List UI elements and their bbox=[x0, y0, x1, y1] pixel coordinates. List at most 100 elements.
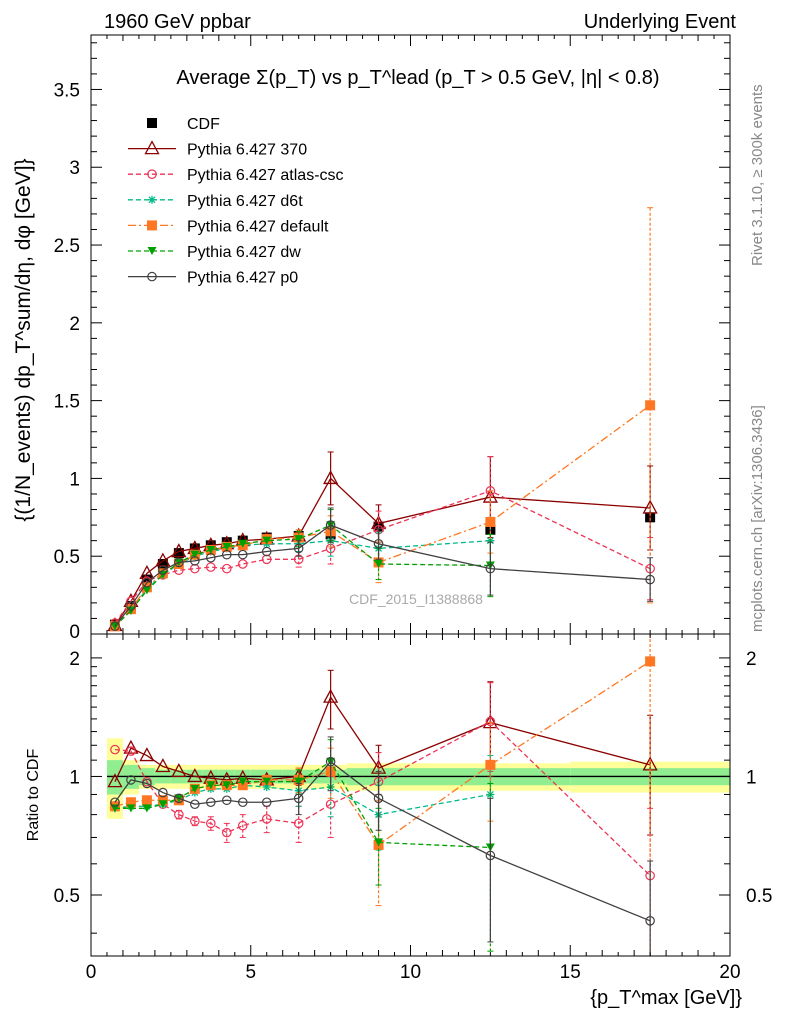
uncertainty-band-inner bbox=[106, 760, 123, 795]
ratio-y-tick-label: 0.5 bbox=[54, 886, 80, 907]
legend-label: Pythia 6.427 d6t bbox=[187, 193, 303, 210]
data-point bbox=[142, 577, 152, 588]
data-point bbox=[645, 400, 656, 411]
legend-marker bbox=[147, 169, 157, 179]
mcplots-label: mcplots.cern.ch [arXiv:1306.3436] bbox=[749, 405, 766, 632]
ratio-y-tick-label: 2 bbox=[69, 649, 80, 670]
header-right: Underlying Event bbox=[584, 11, 737, 33]
data-point bbox=[171, 763, 187, 778]
x-tick-label: 15 bbox=[560, 962, 581, 983]
data-point bbox=[187, 768, 203, 783]
data-point bbox=[171, 543, 187, 558]
legend-label: Pythia 6.427 dw bbox=[187, 244, 301, 261]
data-point bbox=[293, 543, 304, 554]
ratio-panel: 0 5 10 15 20 0.5 0.5 1 1 2 2 Ratio to CDF {p_T^max [… bbox=[25, 633, 772, 1009]
legend-marker bbox=[147, 118, 157, 128]
data-point bbox=[158, 787, 168, 798]
y-tick-label: 3.5 bbox=[54, 80, 80, 101]
data-point bbox=[485, 563, 496, 574]
data-point bbox=[261, 546, 272, 557]
series-line bbox=[114, 720, 651, 877]
data-point bbox=[261, 554, 272, 565]
legend-marker bbox=[147, 271, 157, 282]
data-point bbox=[206, 562, 216, 572]
ratio-y-axis-label: Ratio to CDF bbox=[25, 749, 42, 842]
chart-title: Average Σ(p_T) vs p_T^lead (p_T > 0.5 Ge… bbox=[176, 67, 659, 89]
data-point bbox=[373, 793, 384, 804]
data-point bbox=[206, 545, 216, 554]
data-point bbox=[237, 559, 248, 569]
ratio-series-pythia-6-427-atlas-csc bbox=[110, 682, 655, 957]
data-point bbox=[155, 758, 171, 773]
data-point bbox=[206, 797, 216, 808]
data-point bbox=[139, 747, 155, 762]
data-point bbox=[237, 797, 248, 808]
legend-marker bbox=[148, 195, 156, 204]
rivet-label: Rivet 3.1.10, ≥ 300k events bbox=[749, 84, 766, 266]
data-point bbox=[190, 816, 200, 826]
x-tick-label: 0 bbox=[86, 962, 97, 983]
data-point bbox=[125, 797, 136, 808]
series-line bbox=[114, 760, 651, 922]
data-point bbox=[222, 542, 232, 551]
series-line bbox=[114, 539, 491, 627]
data-point bbox=[373, 538, 384, 549]
data-point bbox=[237, 820, 248, 831]
data-point bbox=[190, 784, 200, 793]
data-point bbox=[158, 565, 168, 576]
y-tick-label: 0.5 bbox=[54, 547, 80, 568]
y-axis-label: {(1/N_events) dp_T^sum/dη, dφ [GeV]} bbox=[12, 158, 35, 521]
ratio-y-tick-label-right: 1 bbox=[746, 767, 757, 788]
data-point bbox=[262, 783, 271, 792]
data-point bbox=[141, 795, 152, 806]
ratio-series-pythia-6-427-370 bbox=[107, 669, 658, 836]
data-point bbox=[174, 793, 184, 804]
data-point bbox=[293, 818, 304, 829]
x-tick-label: 10 bbox=[400, 962, 421, 983]
data-point bbox=[323, 688, 339, 703]
data-point bbox=[325, 520, 336, 530]
data-point bbox=[110, 621, 120, 632]
data-point bbox=[238, 777, 248, 786]
data-point bbox=[190, 556, 200, 566]
data-point bbox=[237, 549, 248, 560]
data-point bbox=[221, 563, 232, 574]
data-point bbox=[126, 601, 136, 611]
data-point bbox=[174, 809, 184, 820]
legend-label: Pythia 6.427 p0 bbox=[187, 270, 298, 287]
ratio-y-tick-label-right: 2 bbox=[746, 649, 757, 670]
data-point bbox=[645, 915, 655, 926]
y-tick-label: 3 bbox=[69, 158, 80, 179]
data-point bbox=[206, 781, 216, 790]
legend-marker bbox=[144, 140, 160, 155]
data-point bbox=[262, 777, 272, 786]
data-point bbox=[645, 574, 655, 585]
data-point bbox=[206, 552, 216, 563]
data-point bbox=[222, 781, 232, 790]
x-axis-label: {p_T^max [GeV]} bbox=[590, 987, 742, 1009]
ratio-series-pythia-6-427-p0 bbox=[110, 736, 655, 957]
y-tick-label: 1.5 bbox=[54, 392, 80, 413]
data-point bbox=[142, 586, 152, 595]
ratio-frame bbox=[90, 633, 731, 957]
series-line bbox=[114, 524, 651, 627]
data-point bbox=[190, 563, 200, 574]
data-point bbox=[126, 775, 136, 785]
header-left: 1960 GeV ppbar bbox=[104, 11, 251, 33]
y-tick-label: 2 bbox=[69, 314, 80, 335]
legend-marker bbox=[147, 220, 157, 231]
legend-label: CDF bbox=[187, 116, 220, 133]
data-point bbox=[374, 838, 384, 847]
data-point bbox=[142, 804, 152, 813]
watermark: CDF_2015_I1388868 bbox=[349, 591, 483, 607]
data-point bbox=[157, 558, 168, 569]
data-point bbox=[293, 793, 304, 804]
data-point bbox=[110, 744, 120, 755]
data-point bbox=[485, 486, 496, 496]
data-point bbox=[123, 739, 139, 754]
data-point bbox=[221, 549, 232, 560]
legend-label: Pythia 6.427 atlas-csc bbox=[187, 167, 344, 184]
data-point bbox=[110, 797, 120, 808]
data-point bbox=[485, 759, 496, 770]
data-point bbox=[374, 559, 384, 568]
